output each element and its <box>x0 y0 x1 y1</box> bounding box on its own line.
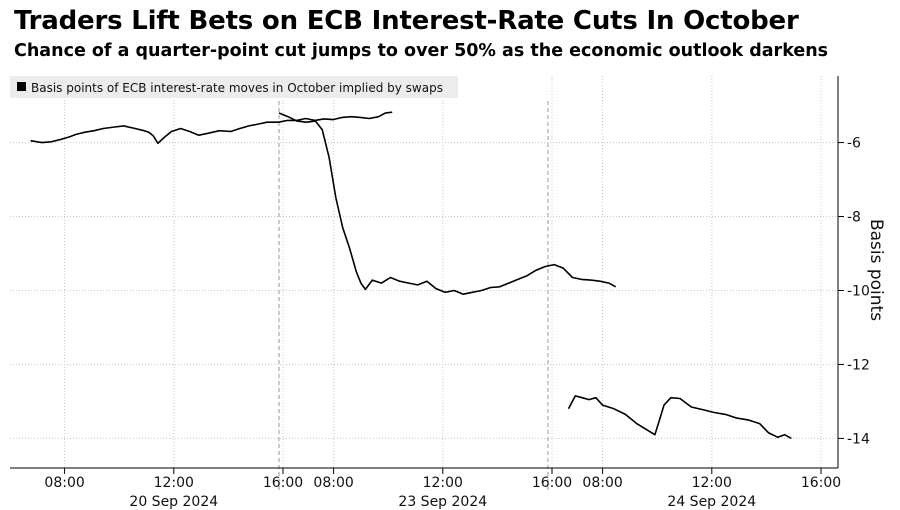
x-tick-label: 08:00 <box>582 475 622 491</box>
x-tick-label: 08:00 <box>313 475 353 491</box>
x-tick-label: 16:00 <box>801 475 841 491</box>
x-tick-label: 12:00 <box>692 475 732 491</box>
legend-box <box>10 76 458 98</box>
x-tick-label: 16:00 <box>532 475 572 491</box>
y-tick-label: -8 <box>847 210 861 226</box>
legend-swatch-icon <box>17 82 26 91</box>
y-tick-label: -6 <box>847 136 861 152</box>
chart-subtitle: Chance of a quarter-point cut jumps to o… <box>14 41 829 61</box>
y-tick-label: -12 <box>847 357 870 373</box>
legend-label: Basis points of ECB interest-rate moves … <box>31 81 443 95</box>
y-tick-label: -10 <box>847 283 870 299</box>
x-tick-label: 12:00 <box>154 475 194 491</box>
grid-lines <box>10 76 838 468</box>
y-axis: -6 -8 -10 -12 -14 <box>837 76 870 468</box>
data-series <box>30 111 792 440</box>
day-separators <box>278 101 549 492</box>
series-line <box>567 395 792 440</box>
x-date-label: 23 Sep 2024 <box>398 494 487 510</box>
x-tick-label: 12:00 <box>423 475 463 491</box>
x-tick-label: 16:00 <box>263 475 303 491</box>
x-axis: 08:00 12:00 16:00 08:00 12:00 16:00 08:00 12:00… <box>10 467 841 510</box>
y-tick-label: -14 <box>847 431 870 447</box>
x-date-label: 24 Sep 2024 <box>667 494 756 510</box>
series-line <box>278 112 617 296</box>
legend: Basis points of ECB interest-rate moves … <box>10 76 458 98</box>
y-axis-label: Basis points <box>866 219 886 321</box>
series-line <box>30 111 393 145</box>
x-tick-label: 08:00 <box>44 475 84 491</box>
x-date-label: 20 Sep 2024 <box>129 494 218 510</box>
chart-title: Traders Lift Bets on ECB Interest-Rate C… <box>14 6 799 36</box>
